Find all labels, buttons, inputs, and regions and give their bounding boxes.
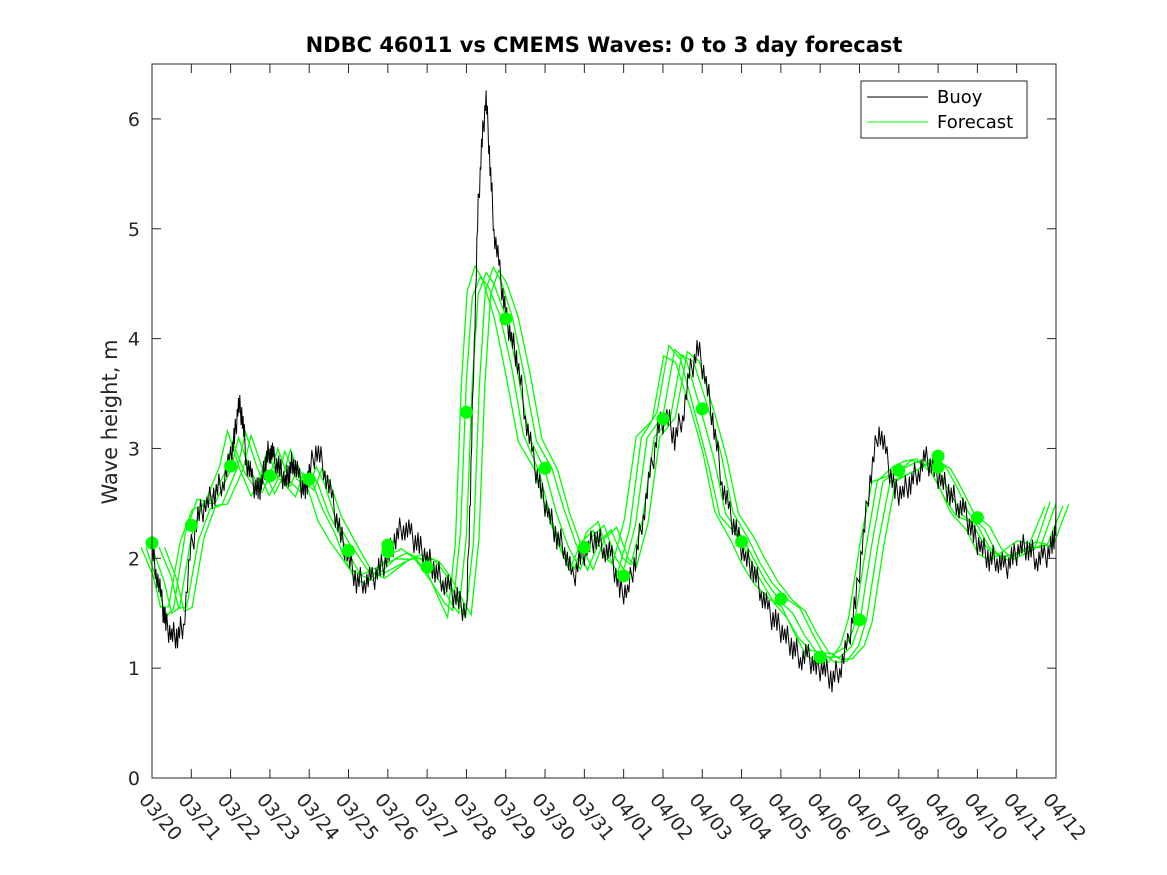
x-tick-label: 03/20 [134, 789, 186, 845]
forecast-marker [695, 402, 709, 416]
x-tick-label: 03/21 [173, 789, 225, 845]
x-tick-label: 04/03 [684, 789, 736, 845]
x-tick-label: 04/01 [606, 789, 658, 845]
y-tick-label: 6 [128, 109, 140, 131]
forecast-marker [774, 592, 788, 606]
forecast-marker [813, 650, 827, 664]
x-tick-label: 04/11 [999, 789, 1051, 845]
forecast-marker [381, 545, 395, 559]
x-tick-label: 04/12 [1038, 789, 1090, 845]
y-tick-label: 2 [128, 548, 140, 570]
forecast-marker [617, 569, 631, 583]
forecast-marker [459, 405, 473, 419]
forecast-line [140, 264, 1046, 665]
y-axis: 0 1 2 3 4 5 6 [128, 109, 1056, 790]
forecast-marker [342, 544, 356, 558]
buoy-line [151, 90, 1057, 693]
forecast-marker [302, 472, 316, 486]
x-tick-label: 04/07 [842, 789, 894, 845]
x-tick-label: 04/08 [881, 789, 933, 845]
x-tick-label: 03/29 [488, 789, 540, 845]
y-tick-label: 1 [128, 658, 140, 680]
x-tick-label: 03/25 [331, 789, 383, 845]
forecast-marker [931, 460, 945, 474]
forecast-marker [656, 412, 670, 426]
legend: Buoy Forecast [860, 80, 1028, 139]
x-tick-label: 04/10 [960, 789, 1012, 845]
x-tick-label: 03/30 [527, 789, 579, 845]
x-tick-label: 03/24 [291, 789, 343, 845]
buoy-series [151, 90, 1057, 693]
x-axis: 03/2003/2103/2203/2303/2403/2503/2603/27… [134, 64, 1090, 845]
forecast-marker [538, 461, 552, 475]
x-tick-label: 04/04 [724, 789, 776, 845]
y-tick-label: 5 [128, 219, 140, 241]
x-tick-label: 04/09 [920, 789, 972, 845]
forecast-marker [892, 463, 906, 477]
forecast-marker [970, 511, 984, 525]
y-tick-label: 4 [128, 329, 140, 351]
legend-label-forecast: Forecast [937, 112, 1013, 133]
x-tick-label: 03/28 [449, 789, 501, 845]
x-tick-label: 04/06 [802, 789, 854, 845]
forecast-marker [852, 613, 866, 627]
forecast-marker [735, 535, 749, 549]
x-tick-label: 04/02 [645, 789, 697, 845]
x-tick-label: 03/31 [567, 789, 619, 845]
legend-box [860, 80, 1028, 139]
forecast-marker [184, 518, 198, 532]
forecast-marker [577, 540, 591, 554]
forecast-marker [931, 449, 945, 463]
y-tick-label: 3 [128, 438, 140, 460]
x-tick-label: 04/05 [763, 789, 815, 845]
y-axis-label: Wave height, m [98, 339, 122, 504]
forecast-marker [420, 560, 434, 574]
x-tick-label: 03/22 [213, 789, 265, 845]
forecast-marker [263, 469, 277, 483]
legend-label-buoy: Buoy [937, 87, 983, 108]
chart-title: NDBC 46011 vs CMEMS Waves: 0 to 3 day fo… [306, 33, 903, 57]
x-tick-label: 03/26 [370, 789, 422, 845]
x-tick-label: 03/23 [252, 789, 304, 845]
forecast-line [158, 265, 1064, 664]
plot-frame [151, 63, 1057, 779]
forecast-line [145, 275, 1051, 655]
forecast-marker [224, 459, 238, 473]
forecast-marker [499, 312, 513, 326]
y-tick-label: 0 [128, 768, 140, 790]
x-tick-label: 03/27 [409, 789, 461, 845]
